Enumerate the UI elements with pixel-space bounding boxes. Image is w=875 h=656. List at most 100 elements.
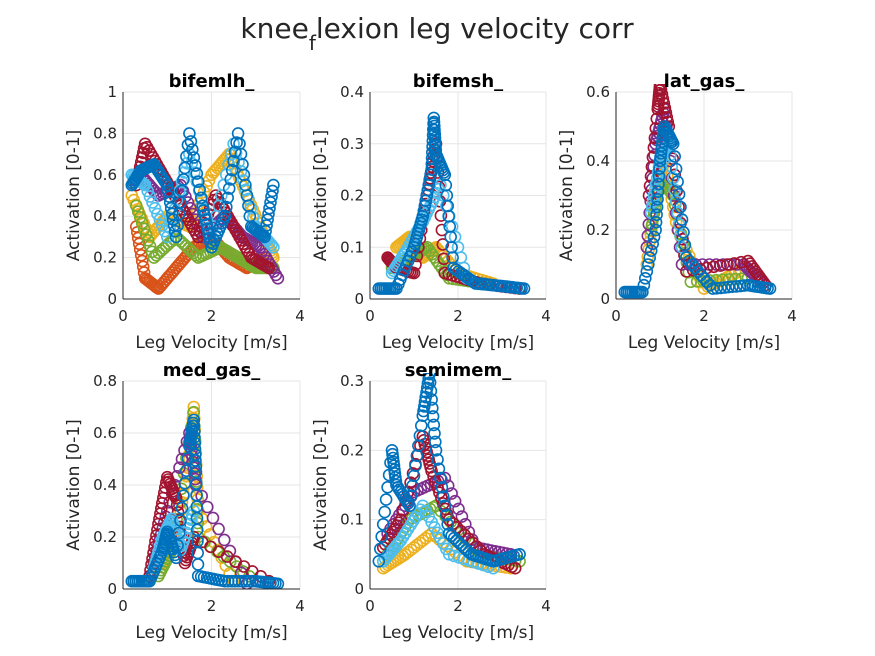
- scatter-point: [220, 200, 233, 214]
- scatter-point: [264, 196, 277, 209]
- scatter-point: [655, 88, 669, 101]
- scatter-point: [428, 135, 442, 149]
- scatter-point: [222, 182, 236, 195]
- scatter-point: [206, 511, 220, 525]
- scatter-point: [196, 199, 209, 213]
- scatter-point: [656, 92, 670, 106]
- scatter-point: [638, 271, 652, 285]
- x-tick-label: 2: [207, 307, 217, 325]
- subplot-grid: 0 2 4 0 0.2 0.4 0.6 0.8 1 bifemlh_ Leg Velocity [m…: [64, 71, 797, 643]
- scatter-point: [418, 395, 432, 409]
- scatter-point: [417, 404, 430, 418]
- scatter-point: [151, 207, 164, 221]
- scatter-point: [729, 280, 743, 293]
- scatter-point: [441, 517, 455, 531]
- scatter-point: [133, 211, 147, 224]
- scatter-series: [125, 127, 280, 254]
- x-tick-label: 4: [787, 307, 797, 325]
- subplot-title: semimem_: [405, 360, 512, 381]
- scatter-point: [143, 239, 157, 253]
- scatter-point: [266, 184, 279, 198]
- scatter-point: [721, 258, 734, 271]
- scatter-point: [651, 193, 664, 206]
- scatter-point: [424, 384, 438, 398]
- scatter-point: [168, 224, 182, 238]
- y-axis-label: Activation [0-1]: [311, 419, 331, 551]
- scatter-point: [513, 547, 526, 561]
- scatter-point: [409, 459, 422, 473]
- scatter-point: [722, 280, 735, 294]
- scatter-point: [195, 489, 208, 503]
- y-tick-label: 0: [600, 290, 610, 308]
- scatter-point: [436, 238, 450, 251]
- scatter-point: [425, 401, 439, 415]
- scatter-point: [378, 505, 392, 519]
- subplot-title: bifemlh_: [169, 71, 255, 92]
- scatter-point: [199, 213, 212, 226]
- scatter-point: [178, 166, 191, 179]
- scatter-point: [452, 502, 465, 516]
- scatter-points: [372, 373, 526, 575]
- scatter-point: [376, 517, 390, 531]
- scatter-point: [657, 97, 671, 110]
- scatter-point: [641, 258, 655, 271]
- scatter-point: [422, 529, 436, 543]
- scatter-point: [517, 282, 531, 295]
- x-axis-label: Leg Velocity [m/s]: [628, 333, 780, 353]
- scatter-points: [125, 400, 285, 589]
- scatter-point: [675, 213, 689, 226]
- scatter-point: [372, 554, 386, 568]
- scatter-point: [714, 281, 727, 295]
- y-tick-label: 0.6: [586, 83, 610, 101]
- scatter-point: [659, 106, 673, 119]
- y-axis-label: Activation [0-1]: [64, 130, 84, 262]
- scatter-point: [401, 497, 415, 510]
- scatter-point: [191, 558, 205, 571]
- scatter-points: [372, 111, 531, 295]
- scatter-point: [658, 101, 672, 115]
- y-tick-label: 0: [354, 580, 364, 598]
- y-axis-label: Activation [0-1]: [64, 419, 84, 551]
- x-axis-label: Leg Velocity [m/s]: [382, 333, 534, 353]
- scatter-point: [218, 533, 231, 547]
- scatter-point: [652, 170, 666, 183]
- scatter-point: [394, 513, 408, 527]
- scatter-point: [438, 499, 452, 513]
- scatter-point: [271, 577, 285, 589]
- x-tick-label: 0: [611, 307, 621, 325]
- x-tick-label: 4: [295, 307, 305, 325]
- scatter-point: [131, 205, 145, 218]
- scatter-point: [189, 159, 202, 172]
- scatter-point: [191, 175, 205, 188]
- scatter-point: [194, 191, 208, 205]
- x-axis-label: Leg Velocity [m/s]: [382, 623, 534, 643]
- scatter-point: [171, 506, 185, 519]
- scatter-point: [423, 373, 436, 381]
- scatter-point: [710, 281, 724, 295]
- scatter-point: [718, 281, 731, 294]
- y-tick-label: 0.2: [340, 441, 364, 459]
- scatter-point: [162, 190, 176, 203]
- scatter-point: [187, 151, 201, 164]
- y-tick-label: 0.6: [93, 424, 117, 442]
- scatter-point: [714, 259, 727, 272]
- scatter-point: [684, 275, 698, 289]
- scatter-point: [637, 278, 651, 292]
- scatter-point: [436, 497, 450, 510]
- scatter-point: [200, 218, 213, 231]
- scatter-point: [677, 226, 690, 239]
- x-axis-label: Leg Velocity [m/s]: [135, 333, 287, 353]
- scatter-point: [640, 265, 654, 278]
- x-tick-label: 0: [365, 597, 375, 615]
- scatter-point: [404, 489, 418, 503]
- scatter-point: [224, 173, 237, 186]
- scatter-point: [167, 232, 180, 246]
- scatter-series: [372, 111, 531, 295]
- scatter-point: [239, 183, 253, 197]
- scatter-point: [678, 238, 692, 252]
- x-tick-label: 4: [541, 307, 551, 325]
- scatter-point: [636, 285, 649, 299]
- scatter-series: [125, 413, 285, 589]
- scatter-point: [177, 489, 190, 503]
- scatter-point: [690, 275, 704, 288]
